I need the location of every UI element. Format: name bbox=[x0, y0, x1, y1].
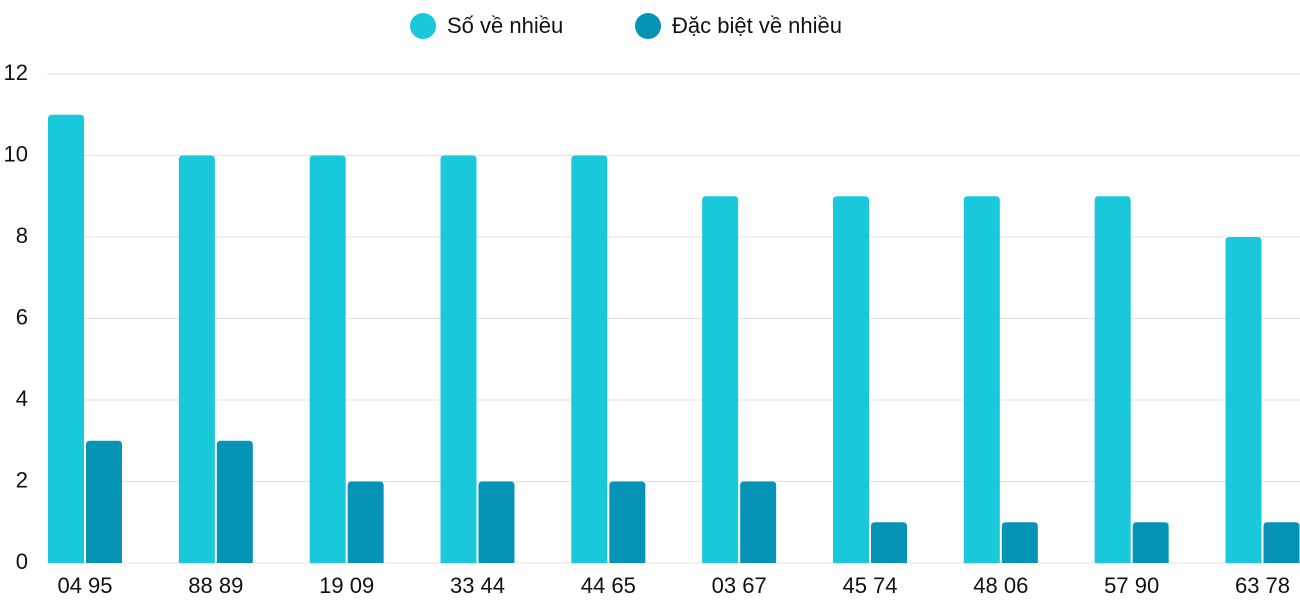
legend-label: Số về nhiều bbox=[447, 13, 563, 38]
y-tick-label: 4 bbox=[16, 386, 28, 411]
y-tick-label: 6 bbox=[16, 304, 28, 329]
bar bbox=[216, 440, 253, 563]
y-tick-label: 2 bbox=[16, 467, 28, 492]
bar bbox=[440, 155, 477, 563]
x-tick-label: 57 90 bbox=[1104, 573, 1159, 598]
x-tick-label: 48 06 bbox=[973, 573, 1028, 598]
bar bbox=[609, 481, 646, 563]
x-tick-label: 19 09 bbox=[319, 573, 374, 598]
bar bbox=[1094, 196, 1131, 563]
legend-marker bbox=[410, 13, 436, 39]
x-tick-label: 88 89 bbox=[188, 573, 243, 598]
bar bbox=[309, 155, 346, 563]
x-tick-label: 04 95 bbox=[57, 573, 112, 598]
bar bbox=[86, 440, 122, 563]
bar bbox=[178, 155, 215, 563]
legend-label: Đặc biệt về nhiều bbox=[672, 13, 842, 38]
y-tick-label: 10 bbox=[4, 141, 28, 166]
legend-marker bbox=[635, 13, 661, 39]
bar bbox=[347, 481, 384, 563]
x-tick-label: 44 65 bbox=[581, 573, 636, 598]
bar bbox=[571, 155, 608, 563]
bar bbox=[963, 196, 1000, 563]
bar bbox=[1263, 522, 1300, 563]
bar bbox=[702, 196, 739, 563]
bar bbox=[1225, 237, 1262, 563]
y-tick-label: 0 bbox=[16, 549, 28, 574]
x-tick-label: 63 78 bbox=[1235, 573, 1290, 598]
x-tick-label: 45 74 bbox=[842, 573, 897, 598]
bar bbox=[871, 522, 907, 563]
x-tick-label: 33 44 bbox=[450, 573, 505, 598]
bar bbox=[478, 481, 515, 563]
bar bbox=[740, 481, 777, 563]
bar bbox=[1132, 522, 1169, 563]
bar bbox=[1001, 522, 1038, 563]
x-tick-label: 03 67 bbox=[712, 573, 767, 598]
y-tick-label: 12 bbox=[4, 60, 28, 85]
bar bbox=[833, 196, 869, 563]
bar bbox=[48, 114, 84, 563]
y-tick-label: 8 bbox=[16, 223, 28, 248]
